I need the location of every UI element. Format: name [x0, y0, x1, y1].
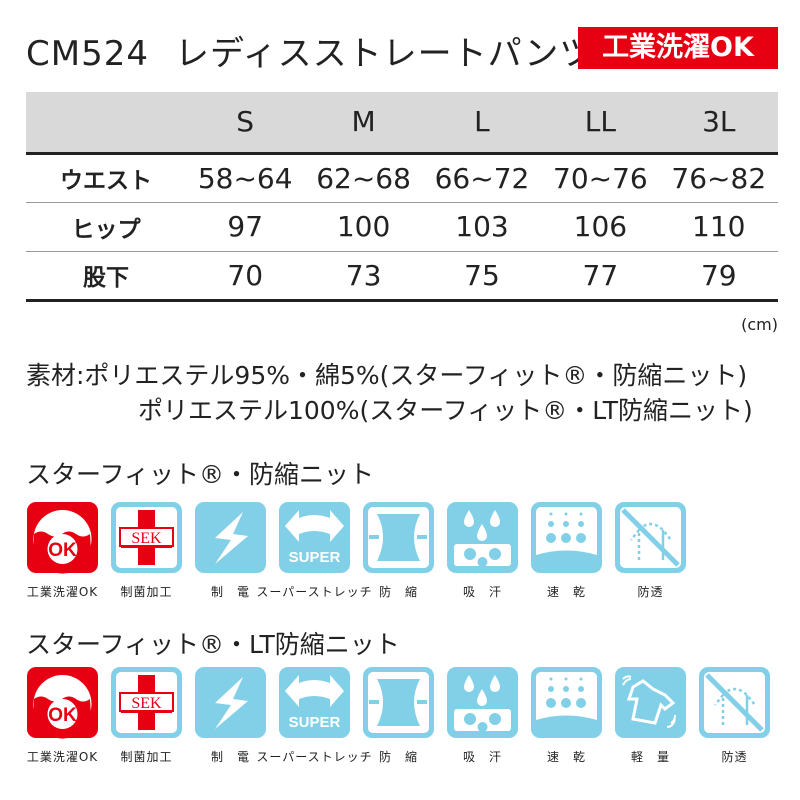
- size-header: M: [304, 92, 423, 155]
- feature-label: 制 電: [210, 585, 250, 599]
- super-stretch-icon: SUPER: [279, 502, 350, 573]
- size-table: S M L LL 3L ウエスト 58~64 62~68 66~72 70~76 76~8…: [26, 92, 778, 302]
- feature-super-stretch: SUPER スーパーストレッチ: [256, 500, 372, 600]
- table-cell: 79: [659, 251, 778, 302]
- feature-label: 防 縮: [378, 585, 418, 599]
- table-cell: 66~72: [422, 153, 542, 203]
- feature-label: 制 電: [210, 750, 250, 764]
- section-title: スターフィット®・防縮ニット: [26, 460, 375, 489]
- feature-label: 工業洗濯OK: [26, 585, 99, 599]
- svg-text:SUPER: SUPER: [289, 549, 341, 566]
- table-row: ヒップ 97 100 103 106 110: [26, 202, 778, 252]
- see-through-proof-icon: [699, 667, 770, 738]
- corner-cell: [26, 92, 186, 155]
- feature-sweat-absorb: 吸 汗: [445, 500, 520, 600]
- material-line-1: 素材:ポリエステル95%・綿5%(スターフィット®・防縮ニット): [26, 361, 748, 390]
- feature-wash-ok: OK 工業洗濯OK: [25, 500, 100, 600]
- feature-icons: OK 工業洗濯OK SEK 制菌加工 制 電 SUPER スーパーストレッチ防 縮 吸 汗 速 …: [25, 500, 688, 600]
- table-cell: 70: [186, 251, 305, 302]
- unit-label: (cm): [741, 315, 778, 334]
- size-header: LL: [541, 92, 660, 155]
- feature-label: 防透: [721, 750, 748, 764]
- feature-label: 速 乾: [546, 585, 586, 599]
- feature-see-through-proof: 防透: [613, 500, 688, 600]
- sek-icon: SEK: [111, 502, 182, 573]
- feature-super-stretch: SUPER スーパーストレッチ: [256, 665, 372, 765]
- antistatic-icon: [195, 502, 266, 573]
- feature-quick-dry: 速 乾: [529, 665, 604, 765]
- table-cell: 110: [659, 202, 778, 252]
- feature-label: 制菌加工: [120, 585, 173, 599]
- sweat-absorb-icon: [447, 667, 518, 738]
- feature-label: スーパーストレッチ: [256, 585, 373, 599]
- svg-text:OK: OK: [48, 540, 77, 561]
- feature-shrink-proof: 防 縮: [361, 665, 436, 765]
- wash-ok-icon: OK: [27, 502, 98, 574]
- size-header: L: [422, 92, 542, 155]
- wash-ok-badge: 工業洗濯OK: [578, 27, 778, 69]
- table-cell: 58~64: [186, 153, 305, 203]
- product-title: CM524 レディスストレートパンツ: [26, 26, 594, 75]
- table-cell: 75: [422, 251, 542, 302]
- see-through-proof-icon: [615, 502, 686, 573]
- product-name: レディスストレートパンツ: [174, 34, 595, 74]
- size-header: 3L: [659, 92, 778, 155]
- feature-see-through-proof: 防透: [697, 665, 772, 765]
- table-cell: 100: [304, 202, 423, 252]
- shrink-proof-icon: [363, 502, 434, 573]
- feature-label: 防 縮: [378, 750, 418, 764]
- sek-icon: SEK: [111, 667, 182, 738]
- table-row: ウエスト 58~64 62~68 66~72 70~76 76~82: [26, 153, 778, 203]
- material-line-2: ポリエステル100%(スターフィット®・LT防縮ニット): [138, 396, 753, 425]
- row-label: ウエスト: [26, 153, 186, 203]
- feature-label: 防透: [637, 585, 664, 599]
- feature-wash-ok: OK 工業洗濯OK: [25, 665, 100, 765]
- feature-antistatic: 制 電: [193, 665, 268, 765]
- feature-label: スーパーストレッチ: [256, 750, 373, 764]
- feature-sweat-absorb: 吸 汗: [445, 665, 520, 765]
- feature-sek: SEK 制菌加工: [109, 665, 184, 765]
- row-label: 股下: [26, 251, 186, 302]
- row-label: ヒップ: [26, 202, 186, 252]
- section-title: スターフィット®・LT防縮ニット: [26, 630, 400, 659]
- lightweight-icon: [615, 667, 686, 738]
- wash-ok-icon: OK: [27, 667, 98, 739]
- feature-label: 工業洗濯OK: [26, 750, 99, 764]
- svg-text:SEK: SEK: [131, 530, 162, 547]
- quick-dry-icon: [531, 502, 602, 573]
- table-cell: 97: [186, 202, 305, 252]
- shrink-proof-icon: [363, 667, 434, 738]
- size-header: S: [186, 92, 305, 155]
- table-cell: 77: [541, 251, 660, 302]
- feature-label: 制菌加工: [120, 750, 173, 764]
- table-row: 股下 70 73 75 77 79: [26, 251, 778, 302]
- feature-sek: SEK 制菌加工: [109, 500, 184, 600]
- feature-quick-dry: 速 乾: [529, 500, 604, 600]
- sweat-absorb-icon: [447, 502, 518, 573]
- table-cell: 76~82: [659, 153, 778, 203]
- quick-dry-icon: [531, 667, 602, 738]
- table-cell: 106: [541, 202, 660, 252]
- svg-text:SUPER: SUPER: [289, 714, 341, 731]
- feature-lightweight: 軽 量: [613, 665, 688, 765]
- table-cell: 70~76: [541, 153, 660, 203]
- table-cell: 62~68: [304, 153, 423, 203]
- table-cell: 73: [304, 251, 423, 302]
- super-stretch-icon: SUPER: [279, 667, 350, 738]
- product-code: CM524: [26, 34, 149, 74]
- feature-label: 速 乾: [546, 750, 586, 764]
- svg-text:SEK: SEK: [131, 695, 162, 712]
- antistatic-icon: [195, 667, 266, 738]
- feature-label: 軽 量: [630, 750, 670, 764]
- feature-antistatic: 制 電: [193, 500, 268, 600]
- feature-shrink-proof: 防 縮: [361, 500, 436, 600]
- feature-icons: OK 工業洗濯OK SEK 制菌加工 制 電 SUPER スーパーストレッチ防 縮 吸 汗 速 …: [25, 665, 772, 765]
- table-cell: 103: [422, 202, 542, 252]
- svg-text:OK: OK: [48, 705, 77, 726]
- feature-label: 吸 汗: [462, 585, 502, 599]
- feature-label: 吸 汗: [462, 750, 502, 764]
